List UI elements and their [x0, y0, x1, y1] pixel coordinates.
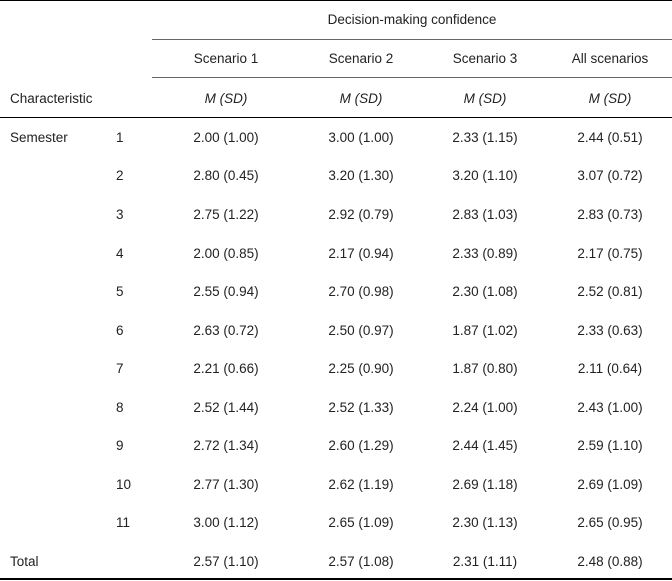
cell-scenario-2: 2.70 (0.98) — [328, 284, 394, 299]
cell-scenario-1: 2.00 (1.00) — [193, 130, 259, 145]
total-label: Total — [10, 554, 39, 569]
semester-label: 8 — [116, 400, 124, 415]
cell-all-scenarios: 2.52 (0.81) — [577, 284, 643, 299]
cell-scenario-1: 2.80 (0.45) — [193, 168, 259, 183]
cell-scenario-1: 2.00 (0.85) — [193, 246, 259, 261]
column-header-scenario-2: Scenario 2 — [328, 51, 394, 66]
cell-scenario-1: 3.00 (1.12) — [193, 515, 259, 530]
cell-scenario-2: 2.25 (0.90) — [328, 361, 394, 376]
cell-scenario-3: 2.44 (1.45) — [452, 438, 518, 453]
stat-label-scenario-2: M (SD) — [339, 91, 383, 106]
cell-scenario-2: 2.52 (1.33) — [328, 400, 394, 415]
column-header-scenario-3: Scenario 3 — [452, 51, 518, 66]
cell-scenario-2: 2.65 (1.09) — [328, 515, 394, 530]
cell-all-scenarios: 2.69 (1.09) — [577, 477, 643, 492]
cell-scenario-3: 2.83 (1.03) — [452, 207, 518, 222]
cell-scenario-1: 2.77 (1.30) — [193, 477, 259, 492]
total-cell-scenario-1: 2.57 (1.10) — [193, 554, 259, 569]
cell-scenario-3: 1.87 (0.80) — [452, 361, 518, 376]
column-group-rule — [152, 39, 672, 40]
cell-all-scenarios: 2.83 (0.73) — [577, 207, 643, 222]
header-bottom-rule — [0, 117, 672, 118]
cell-all-scenarios: 2.65 (0.95) — [577, 515, 643, 530]
semester-label: 2 — [116, 168, 124, 183]
cell-scenario-2: 2.50 (0.97) — [328, 323, 394, 338]
cell-scenario-1: 2.52 (1.44) — [193, 400, 259, 415]
cell-scenario-2: 2.60 (1.29) — [328, 438, 394, 453]
semester-label: 3 — [116, 207, 124, 222]
cell-all-scenarios: 3.07 (0.72) — [577, 168, 643, 183]
cell-scenario-2: 3.00 (1.00) — [328, 130, 394, 145]
semester-label: 7 — [116, 361, 124, 376]
column-header-all-scenarios: All scenarios — [571, 51, 649, 66]
cell-scenario-1: 2.75 (1.22) — [193, 207, 259, 222]
column-group-header: Decision-making confidence — [327, 12, 497, 27]
semester-label: 11 — [116, 515, 131, 530]
cell-scenario-3: 2.33 (0.89) — [452, 246, 518, 261]
table-bottom-rule — [0, 578, 672, 580]
column-header-rule — [152, 77, 672, 78]
cell-scenario-3: 1.87 (1.02) — [452, 323, 518, 338]
stat-label-all-scenarios: M (SD) — [588, 91, 632, 106]
total-cell-scenario-3: 2.31 (1.11) — [452, 554, 518, 569]
row-group-label: Semester — [10, 130, 68, 145]
cell-all-scenarios: 2.59 (1.10) — [577, 438, 643, 453]
cell-scenario-3: 2.33 (1.15) — [452, 130, 518, 145]
semester-label: 4 — [116, 246, 124, 261]
cell-scenario-3: 3.20 (1.10) — [452, 168, 518, 183]
table-top-rule — [0, 0, 672, 1]
total-cell-all-scenarios: 2.48 (0.88) — [577, 554, 643, 569]
cell-all-scenarios: 2.43 (1.00) — [577, 400, 643, 415]
cell-scenario-2: 2.62 (1.19) — [328, 477, 394, 492]
characteristic-header: Characteristic — [10, 91, 93, 106]
cell-all-scenarios: 2.44 (0.51) — [577, 130, 643, 145]
cell-scenario-2: 2.92 (0.79) — [328, 207, 394, 222]
total-cell-scenario-2: 2.57 (1.08) — [328, 554, 394, 569]
cell-scenario-1: 2.72 (1.34) — [193, 438, 259, 453]
semester-label: 6 — [116, 323, 124, 338]
cell-scenario-3: 2.30 (1.13) — [452, 515, 518, 530]
column-header-scenario-1: Scenario 1 — [193, 51, 259, 66]
semester-label: 5 — [116, 284, 124, 299]
stat-label-scenario-3: M (SD) — [463, 91, 507, 106]
cell-scenario-1: 2.55 (0.94) — [193, 284, 259, 299]
cell-all-scenarios: 2.17 (0.75) — [577, 246, 643, 261]
semester-label: 10 — [116, 477, 132, 492]
cell-all-scenarios: 2.33 (0.63) — [577, 323, 643, 338]
semester-label: 9 — [116, 438, 124, 453]
cell-scenario-1: 2.21 (0.66) — [193, 361, 259, 376]
stat-label-scenario-1: M (SD) — [204, 91, 248, 106]
cell-scenario-2: 2.17 (0.94) — [328, 246, 394, 261]
cell-all-scenarios: 2.11 (0.64) — [577, 361, 643, 376]
cell-scenario-3: 2.30 (1.08) — [452, 284, 518, 299]
cell-scenario-2: 3.20 (1.30) — [328, 168, 394, 183]
semester-label: 1 — [116, 130, 124, 145]
cell-scenario-1: 2.63 (0.72) — [193, 323, 259, 338]
cell-scenario-3: 2.69 (1.18) — [452, 477, 518, 492]
cell-scenario-3: 2.24 (1.00) — [452, 400, 518, 415]
